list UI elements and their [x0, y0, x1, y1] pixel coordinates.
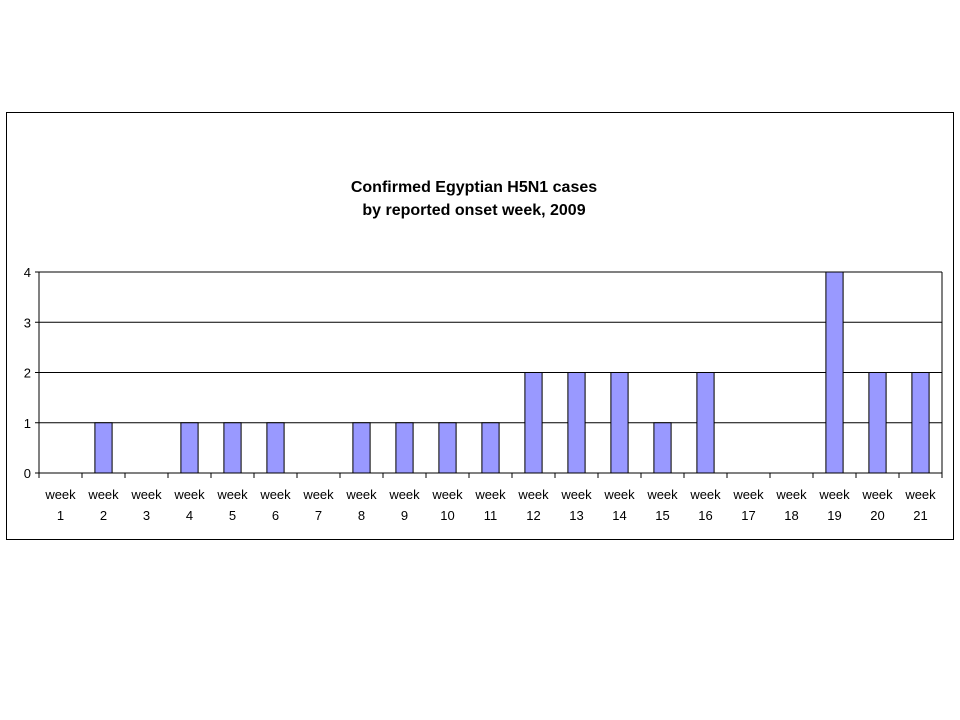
- x-label-line1-13: week: [603, 487, 635, 502]
- x-label-line1-9: week: [431, 487, 463, 502]
- bar-week-19: [825, 271, 844, 474]
- x-label-line1-2: week: [130, 487, 162, 502]
- x-label-line1-5: week: [259, 487, 291, 502]
- x-label-line1-14: week: [646, 487, 678, 502]
- x-label-line1-1: week: [87, 487, 119, 502]
- x-label-line2-6: 7: [315, 508, 322, 523]
- x-label-line1-4: week: [216, 487, 248, 502]
- x-label-line1-12: week: [560, 487, 592, 502]
- x-label-line1-7: week: [345, 487, 377, 502]
- bar-week-2: [94, 422, 113, 474]
- bar-week-15: [653, 422, 672, 474]
- x-label-line1-16: week: [732, 487, 764, 502]
- x-label-line2-15: 16: [698, 508, 712, 523]
- x-label-line1-10: week: [474, 487, 506, 502]
- plot-area: 01234week1week2week3week4week5week6week7…: [24, 265, 943, 523]
- bar-week-14: [610, 372, 629, 474]
- y-tick-label-2: 2: [24, 366, 31, 381]
- bar-week-13: [567, 372, 586, 474]
- x-label-line2-12: 13: [569, 508, 583, 523]
- chart-frame: Confirmed Egyptian H5N1 cases by reporte…: [6, 112, 954, 540]
- x-label-line2-11: 12: [526, 508, 540, 523]
- x-label-line1-18: week: [818, 487, 850, 502]
- y-tick-label-0: 0: [24, 466, 31, 481]
- bar-week-11: [481, 422, 500, 474]
- x-label-line2-3: 4: [186, 508, 193, 523]
- x-label-line2-18: 19: [827, 508, 841, 523]
- bar-week-10: [438, 422, 457, 474]
- chart-title-line-2: by reported onset week, 2009: [362, 202, 585, 219]
- bar-week-16: [696, 372, 715, 474]
- x-label-line1-0: week: [44, 487, 76, 502]
- x-label-line1-6: week: [302, 487, 334, 502]
- x-label-line2-10: 11: [484, 508, 498, 523]
- x-label-line1-3: week: [173, 487, 205, 502]
- bar-week-5: [223, 422, 242, 474]
- bar-week-21: [911, 372, 930, 474]
- x-label-line2-20: 21: [913, 508, 927, 523]
- bar-week-9: [395, 422, 414, 474]
- x-label-line1-15: week: [689, 487, 721, 502]
- x-label-line2-7: 8: [358, 508, 365, 523]
- x-label-line2-8: 9: [401, 508, 408, 523]
- x-label-line2-19: 20: [870, 508, 884, 523]
- x-label-line1-11: week: [517, 487, 549, 502]
- x-label-line2-2: 3: [143, 508, 150, 523]
- y-tick-label-4: 4: [24, 265, 31, 280]
- y-tick-label-3: 3: [24, 315, 31, 330]
- x-label-line2-17: 18: [784, 508, 798, 523]
- x-label-line2-5: 6: [272, 508, 279, 523]
- bar-week-20: [868, 372, 887, 474]
- x-label-line2-1: 2: [100, 508, 107, 523]
- bar-chart: Confirmed Egyptian H5N1 cases by reporte…: [24, 179, 943, 523]
- y-tick-label-1: 1: [24, 416, 31, 431]
- x-label-line1-19: week: [861, 487, 893, 502]
- x-label-line2-14: 15: [655, 508, 669, 523]
- bar-week-6: [266, 422, 285, 474]
- x-label-line2-9: 10: [440, 508, 454, 523]
- x-label-line2-0: 1: [57, 508, 64, 523]
- bar-week-12: [524, 372, 543, 474]
- x-label-line2-16: 17: [741, 508, 755, 523]
- x-label-line1-20: week: [904, 487, 936, 502]
- bar-week-4: [180, 422, 199, 474]
- bar-week-8: [352, 422, 371, 474]
- x-label-line2-13: 14: [612, 508, 626, 523]
- x-label-line1-8: week: [388, 487, 420, 502]
- chart-title-line-1: Confirmed Egyptian H5N1 cases: [351, 179, 597, 196]
- x-label-line2-4: 5: [229, 508, 236, 523]
- x-label-line1-17: week: [775, 487, 807, 502]
